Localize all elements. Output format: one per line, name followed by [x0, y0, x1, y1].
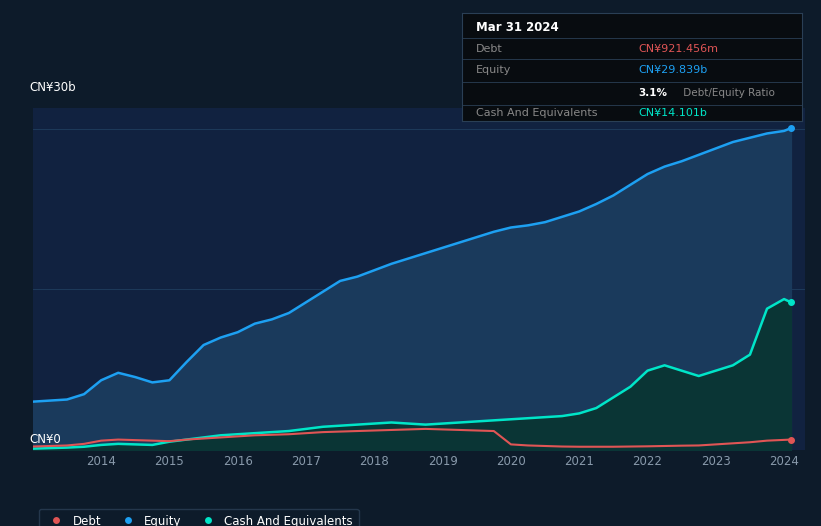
Text: 3.1%: 3.1% — [639, 88, 667, 98]
Text: CN¥14.101b: CN¥14.101b — [639, 108, 708, 118]
Text: CN¥29.839b: CN¥29.839b — [639, 65, 708, 75]
Text: Cash And Equivalents: Cash And Equivalents — [475, 108, 597, 118]
Text: CN¥921.456m: CN¥921.456m — [639, 44, 719, 54]
Text: Debt: Debt — [475, 44, 502, 54]
Text: CN¥0: CN¥0 — [29, 433, 61, 446]
Legend: Debt, Equity, Cash And Equivalents: Debt, Equity, Cash And Equivalents — [39, 509, 359, 526]
Text: CN¥30b: CN¥30b — [29, 81, 76, 94]
Text: Equity: Equity — [475, 65, 511, 75]
Text: Debt/Equity Ratio: Debt/Equity Ratio — [680, 88, 774, 98]
Text: Mar 31 2024: Mar 31 2024 — [475, 21, 558, 34]
